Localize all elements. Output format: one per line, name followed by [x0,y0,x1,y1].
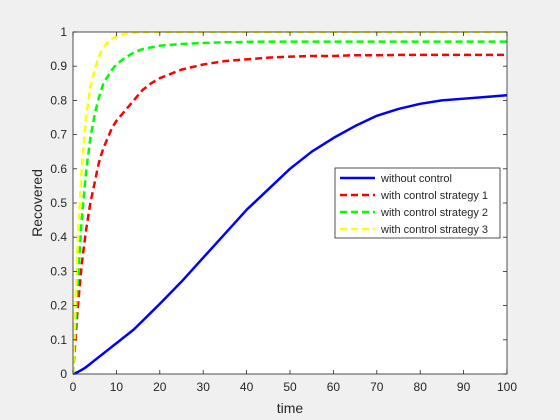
y-tick-label: 1 [60,25,67,39]
y-tick-label: 0.2 [50,299,67,313]
x-tick-label: 90 [457,380,471,394]
y-tick-label: 0.5 [50,196,67,210]
y-axis-label: Recovered [29,169,45,237]
series-line-3 [73,40,507,375]
y-tick-label: 0.4 [50,230,67,244]
x-tick-label: 50 [283,380,297,394]
x-tick-label: 40 [240,380,254,394]
legend: without control with control strategy 1 wi… [334,167,501,239]
legend-label-4: with control strategy 3 [380,224,488,236]
legend-label-1: without control [380,173,452,185]
y-tick-label: 0.1 [50,333,67,347]
x-axis: 0 10 20 30 40 50 60 70 80 90 100 [70,32,517,394]
x-tick-label: 20 [153,380,167,394]
y-axis: 0 0.1 0.2 0.3 0.4 0.5 0.6 0.7 0.8 0.9 1 [50,25,507,381]
legend-label-3: with control strategy 2 [380,207,488,219]
y-tick-label: 0 [60,367,67,381]
y-tick-label: 0.6 [50,162,67,176]
x-tick-label: 30 [197,380,211,394]
y-tick-label: 0.8 [50,93,67,107]
legend-box [334,167,501,239]
x-tick-label: 70 [370,380,384,394]
series-line-1 [73,94,507,375]
legend-label-2: with control strategy 1 [380,190,488,202]
x-tick-label: 0 [70,380,77,394]
y-tick-label: 0.7 [50,128,67,142]
x-tick-label: 100 [497,380,517,394]
x-tick-label: 80 [414,380,428,394]
y-tick-label: 0.3 [50,264,67,278]
x-axis-label: time [277,400,304,416]
series-line-2 [73,53,507,375]
x-tick-label: 60 [327,380,341,394]
y-tick-label: 0.9 [50,59,67,73]
x-tick-label: 10 [110,380,124,394]
